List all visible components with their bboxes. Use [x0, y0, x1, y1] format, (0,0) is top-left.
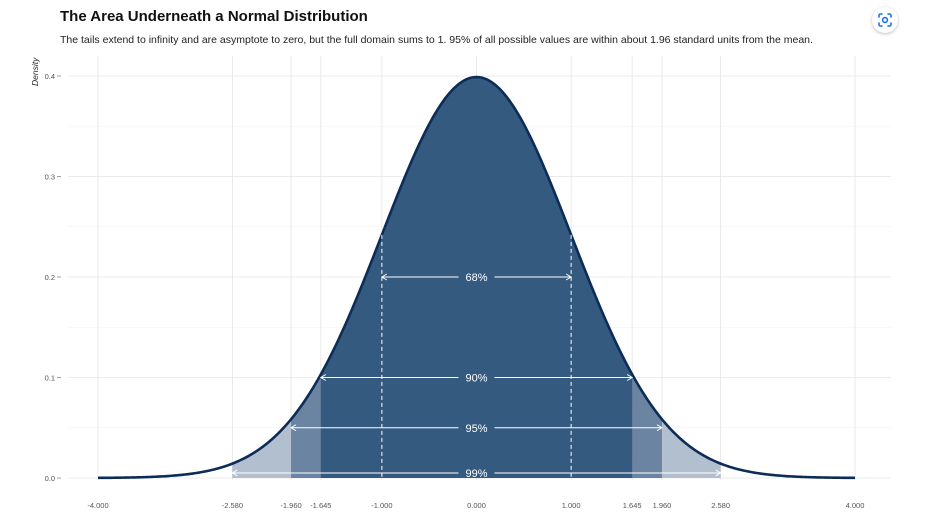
x-tick-label: -1.000: [371, 501, 392, 510]
arrowhead-right: [656, 424, 663, 432]
x-tick-label: 1.000: [562, 501, 581, 510]
interval-annotations: 99% 95% 90% 68%: [231, 234, 722, 480]
x-tick-label: -4.000: [87, 501, 108, 510]
arrowhead-left: [319, 374, 327, 381]
arrowhead-right: [565, 273, 573, 281]
y-tick-label: 0.2: [45, 273, 55, 282]
interval-label-68: 68%: [465, 272, 487, 284]
arrowhead-left: [290, 424, 297, 432]
arrowhead-right: [626, 374, 634, 381]
chart-title: The Area Underneath a Normal Distributio…: [60, 8, 368, 25]
x-tick-label: 4.000: [846, 501, 865, 510]
visual-search-icon: [878, 13, 892, 27]
visual-search-button[interactable]: [872, 7, 898, 33]
x-tick-label: 1.645: [623, 501, 642, 510]
x-axis-ticks: -4.000 -2.580 -1.960 -1.645 -1.000 0.000 1.000…: [87, 501, 864, 510]
x-tick-label: 0.000: [467, 501, 486, 510]
y-tick-label: 0.0: [45, 474, 55, 483]
interval-label-90: 90%: [465, 373, 487, 385]
density-curve-layer: [97, 75, 856, 480]
x-tick-label: 1.960: [653, 501, 672, 510]
y-tick-label: 0.1: [45, 374, 55, 383]
x-tick-label: -1.960: [280, 501, 301, 510]
y-axis-label: Density: [30, 57, 40, 86]
y-tick-label: 0.4: [45, 72, 55, 81]
x-tick-label: -1.645: [310, 501, 331, 510]
interval-label-95: 95%: [465, 423, 487, 435]
interval-label-99: 99%: [465, 468, 487, 480]
y-axis-ticks: 0.0 0.1 0.2 0.3 0.4: [45, 72, 61, 483]
x-tick-label: -2.580: [222, 501, 243, 510]
density-curve: [97, 75, 856, 480]
arrowhead-right: [715, 469, 722, 477]
chart-subtitle: The tails extend to infinity and are asy…: [60, 34, 813, 46]
arrowhead-left: [380, 273, 388, 281]
y-tick-label: 0.3: [45, 173, 55, 182]
arrowhead-left: [231, 469, 238, 477]
x-tick-label: 2.580: [711, 501, 730, 510]
